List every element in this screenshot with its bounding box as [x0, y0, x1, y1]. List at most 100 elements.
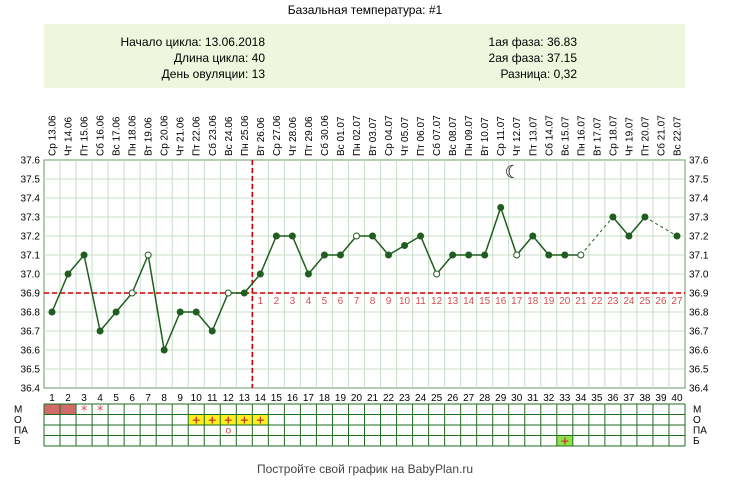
day-tick-label: 36 [607, 393, 619, 404]
luteal-day-label: 25 [639, 296, 651, 307]
luteal-day-label: 3 [290, 296, 296, 307]
grid-row-label-right: ПА [693, 426, 707, 437]
date-tick-label: Вс 15.07 [560, 116, 571, 156]
day-tick-label: 32 [543, 393, 555, 404]
temperature-point [144, 251, 152, 259]
date-tick-label: Вт 10.07 [480, 117, 491, 156]
date-tick-label: Вс 24.06 [224, 116, 235, 156]
date-tick-label: Ср 18.07 [608, 115, 619, 156]
day-tick-label: 33 [559, 393, 571, 404]
y-tick-label-right: 37.3 [689, 213, 709, 224]
date-tick-label: Сб 30.06 [319, 115, 331, 156]
grid-row-label-left: О [14, 415, 22, 426]
temperature-point [577, 251, 585, 259]
day-tick-label: 2 [65, 393, 71, 404]
temperature-point [529, 232, 537, 240]
y-tick-label-right: 36.4 [689, 384, 709, 395]
luteal-day-label: 15 [479, 296, 491, 307]
page-title: Базальная температура: #1 [287, 3, 443, 17]
temperature-point [641, 213, 649, 221]
cycle-length: Длина цикла: 40 [173, 51, 265, 65]
grid-row-label-right: О [693, 415, 701, 426]
luteal-day-label: 19 [543, 296, 555, 307]
date-tick-label: Сб 21.07 [655, 115, 667, 156]
luteal-day-label: 17 [511, 296, 523, 307]
footer-link[interactable]: Постройте свой график на BabyPlan.ru [256, 462, 474, 476]
date-tick-label: Пт 20.07 [640, 116, 651, 156]
day-tick-label: 15 [271, 393, 283, 404]
discharge-cell [252, 414, 269, 425]
b-mark-cell [556, 435, 573, 446]
day-tick-label: 27 [463, 393, 475, 404]
cycle-info-left: Начало цикла: 13.06.2018 Длина цикла: 40… [120, 34, 265, 82]
y-tick-label-left: 37.1 [21, 251, 41, 262]
temperature-point [336, 251, 344, 259]
temperature-point [304, 270, 312, 278]
y-tick-label-right: 37.4 [689, 194, 709, 205]
discharge-mark: + [192, 414, 201, 427]
temperature-point [369, 232, 377, 240]
temperature-point [433, 270, 441, 278]
date-tick-label: Чт 21.06 [176, 117, 187, 156]
day-tick-label: 16 [287, 393, 299, 404]
temperature-line-segment [307, 254, 326, 275]
date-tick-label: Пт 13.07 [528, 116, 539, 156]
temperature-point [497, 204, 505, 211]
luteal-day-label: 26 [655, 296, 667, 307]
day-tick-label: 1 [49, 393, 55, 404]
grid-row-label-left: Б [14, 436, 21, 447]
temperature-point [401, 242, 409, 249]
date-tick-label: Ср 04.07 [384, 115, 395, 156]
luteal-day-label: 14 [463, 296, 475, 307]
grid-row-label-left: ПА [14, 426, 28, 437]
temperature-point [385, 251, 393, 259]
luteal-day-label: 18 [527, 296, 539, 307]
temperature-line-segment [147, 254, 165, 351]
temperature-point [545, 251, 553, 259]
temperature-line-segment [500, 207, 518, 256]
date-tick-label: Чт 14.06 [64, 117, 75, 156]
day-tick-label: 17 [303, 393, 315, 404]
date-tick-label: Ср 11.07 [496, 116, 507, 156]
temperature-line-segment [532, 235, 550, 256]
luteal-day-label: 22 [591, 296, 603, 307]
day-tick-label: 18 [319, 393, 331, 404]
day-tick-label: 39 [655, 393, 667, 404]
temperature-point [288, 232, 296, 240]
day-tick-label: 4 [97, 393, 103, 404]
day-tick-label: 6 [129, 393, 135, 404]
temperature-point [240, 289, 248, 297]
y-tick-label-right: 37.6 [689, 156, 709, 167]
temperature-line-segment [211, 292, 229, 332]
y-tick-label-left: 37.4 [21, 194, 41, 205]
temperature-point [128, 289, 136, 297]
day-tick-label: 21 [367, 393, 379, 404]
luteal-day-label: 9 [386, 296, 392, 307]
phase-difference: Разница: 0,32 [500, 67, 577, 81]
date-tick-label: Чт 19.07 [624, 117, 635, 156]
date-tick-label: Пн 09.07 [464, 115, 475, 156]
date-tick-label: Пн 18.06 [128, 115, 139, 156]
day-tick-label: 14 [255, 393, 267, 404]
day-tick-label: 5 [113, 393, 119, 404]
y-tick-label-right: 37.0 [689, 270, 709, 281]
temperature-point [256, 270, 264, 278]
temperature-point [625, 232, 633, 240]
temperature-point [80, 251, 88, 259]
cycle-start: Начало цикла: 13.06.2018 [120, 35, 265, 49]
temperature-point [673, 232, 681, 240]
luteal-day-label: 6 [338, 296, 344, 307]
day-tick-label: 7 [145, 393, 151, 404]
phase2-average: 2ая фаза: 37.15 [488, 51, 577, 65]
luteal-day-label: 4 [306, 296, 312, 307]
day-tick-label: 31 [527, 393, 539, 404]
date-tick-label: Пт 15.06 [80, 116, 91, 156]
y-tick-label-left: 37.6 [21, 156, 41, 167]
day-tick-label: 40 [671, 393, 683, 404]
temperature-point [465, 251, 473, 259]
date-tick-label: Сб 14.07 [543, 115, 555, 156]
date-tick-label: Пт 29.06 [304, 116, 315, 156]
grid-row-label-left: М [14, 405, 22, 416]
menstruation-mark: * [97, 404, 104, 419]
y-tick-label-left: 36.4 [21, 384, 41, 395]
